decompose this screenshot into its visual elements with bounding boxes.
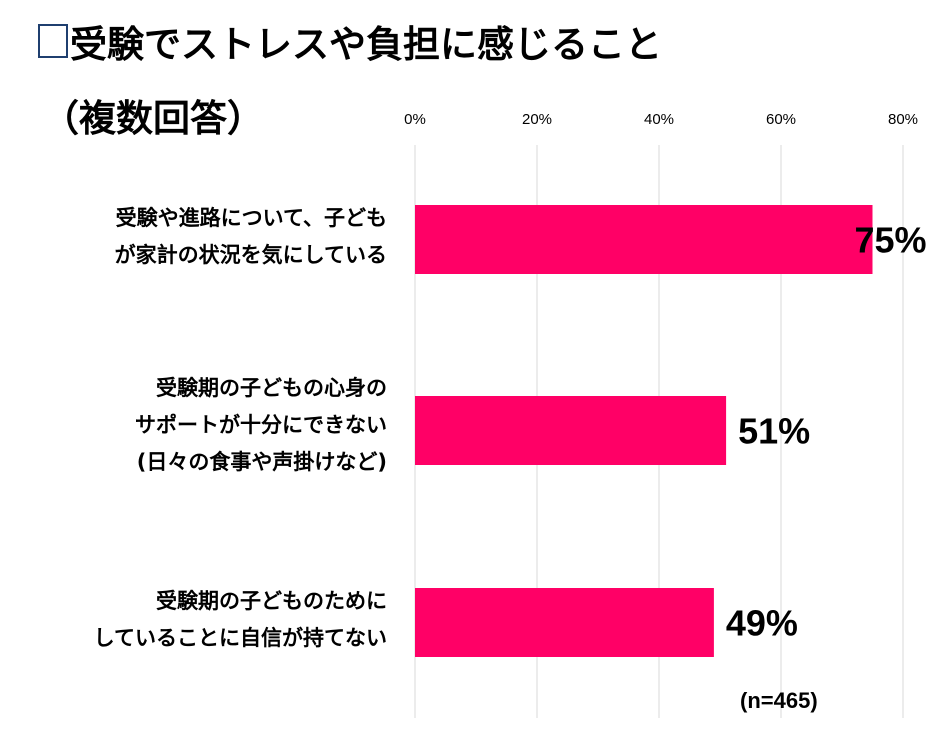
label-line: 受験期の子どものために: [156, 589, 387, 613]
label-line: していることに自信が持てない: [93, 626, 387, 650]
data-label: 49%: [726, 603, 798, 644]
tick-label: 80%: [888, 111, 918, 128]
sample-size-note: (n=465): [740, 688, 818, 713]
tick-label: 0%: [404, 111, 426, 128]
title-text: 受験でストレスや負担に感じること: [70, 23, 662, 66]
label-line: サポートが十分にできない: [135, 413, 387, 437]
category-label-1: 受験や進路について、子ども が家計の状況を気にしている: [115, 200, 387, 274]
category-label-2: 受験期の子どもの心身の サポートが十分にできない (日々の食事や声掛けなど): [135, 370, 387, 481]
checkbox-square-icon: [38, 24, 68, 58]
bar: [415, 396, 727, 465]
tick-label: 20%: [522, 111, 552, 128]
label-line: が家計の状況を気にしている: [114, 243, 387, 267]
label-line: 受験期の子どもの心身の: [156, 376, 387, 400]
tick-label: 40%: [644, 111, 674, 128]
chart-title: 受験でストレスや負担に感じること: [38, 14, 662, 68]
label-line: 受験や進路について、子ども: [115, 206, 387, 230]
bar: [415, 205, 873, 274]
data-label: 75%: [855, 220, 927, 261]
tick-label: 60%: [766, 111, 796, 128]
category-label-3: 受験期の子どものために していることに自信が持てない: [94, 583, 387, 657]
label-line: (日々の食事や声掛けなど): [136, 450, 387, 474]
chart-subtitle: （複数回答）: [42, 97, 264, 140]
data-label: 51%: [738, 411, 810, 452]
bar: [415, 588, 714, 657]
